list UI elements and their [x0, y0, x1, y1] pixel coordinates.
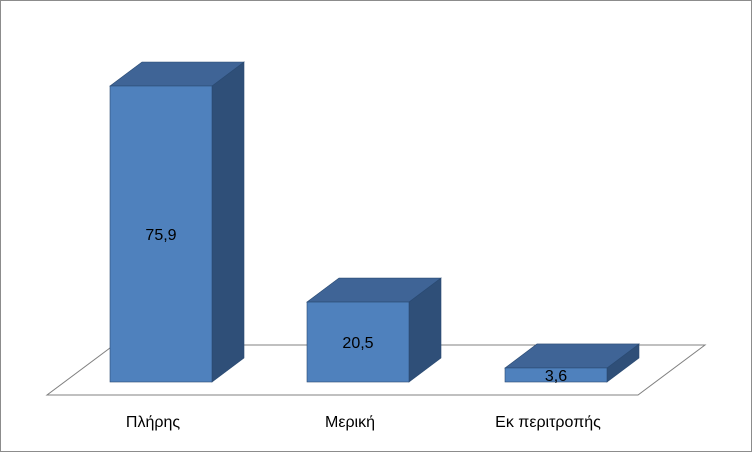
bar-3 — [504, 343, 640, 383]
category-label: Μερική — [325, 414, 375, 431]
bar-front-face — [504, 367, 608, 383]
bar-front-face — [109, 85, 213, 383]
chart-floor — [45, 344, 707, 396]
category-label: Πλήρης — [126, 414, 180, 431]
category-label: Εκ περιτροπής — [495, 414, 601, 431]
data-label: 20,5 — [342, 335, 373, 352]
bar-2 — [306, 277, 442, 383]
bar-front-face — [306, 301, 410, 383]
data-label: 3,6 — [545, 368, 567, 385]
bar-1 — [109, 61, 245, 383]
bar-side-face — [211, 61, 245, 383]
data-label: 75,9 — [145, 227, 176, 244]
